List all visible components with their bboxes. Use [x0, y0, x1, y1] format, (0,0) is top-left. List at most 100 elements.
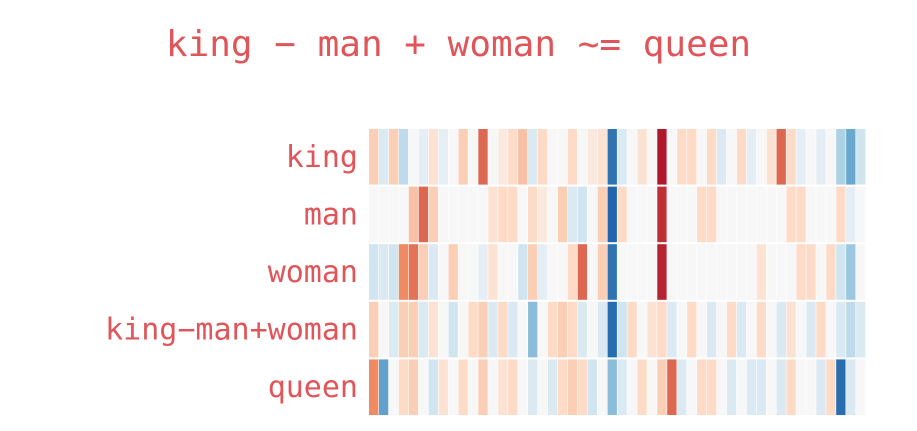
heatmap-cell — [498, 244, 508, 300]
heatmap-cell — [468, 244, 478, 300]
heatmap-cell — [637, 301, 647, 358]
heatmap-cell — [637, 244, 647, 300]
heatmap-cell — [398, 186, 409, 243]
heatmap-cell — [766, 186, 776, 243]
heatmap-cell — [697, 129, 707, 185]
heatmap-cell — [577, 301, 588, 358]
heatmap-cell — [846, 244, 856, 300]
heatmap-cell — [766, 129, 776, 185]
heatmap-cell — [557, 186, 568, 243]
heatmap-cell — [478, 186, 488, 243]
heatmap-cell — [647, 301, 657, 358]
heatmap-cell — [786, 359, 796, 415]
heatmap-cell — [816, 186, 826, 243]
heatmap-cell — [378, 244, 389, 300]
heatmap-cell — [488, 244, 498, 300]
heatmap-cell — [647, 129, 657, 185]
heatmap-cell — [498, 186, 508, 243]
heatmap-cell — [577, 186, 588, 243]
heatmap-cell — [836, 129, 846, 185]
heatmap-cell — [478, 359, 488, 415]
heatmap-cell — [488, 129, 498, 185]
heatmap-cell — [657, 186, 667, 243]
heatmap-cell — [378, 359, 389, 415]
heatmap-cell — [647, 186, 657, 243]
heatmap-cell — [567, 244, 578, 300]
heatmap-cell — [528, 244, 538, 300]
heatmap-cell — [587, 301, 598, 358]
heatmap-cell — [408, 186, 419, 243]
heatmap-cell — [697, 186, 707, 243]
heatmap-cell — [448, 129, 458, 185]
heatmap-cell — [846, 301, 856, 358]
row-label-3: king−man+woman — [105, 313, 358, 348]
heatmap-cell — [458, 244, 468, 300]
heatmap-cell — [378, 301, 389, 358]
heatmap-cell — [458, 301, 468, 358]
row-label-2: woman — [268, 255, 358, 290]
heatmap-cell — [577, 129, 588, 185]
heatmap-cell — [458, 186, 468, 243]
heatmap-cell — [617, 129, 627, 185]
heatmap-cell — [856, 244, 866, 300]
heatmap-cell — [508, 301, 518, 358]
heatmap-cell — [846, 129, 856, 185]
heatmap-cell — [756, 129, 766, 185]
heatmap-cell — [518, 359, 528, 415]
heatmap-cell — [786, 186, 796, 243]
heatmap-cell — [408, 244, 419, 300]
heatmap-cell — [776, 301, 786, 358]
heatmap-cell — [528, 359, 538, 415]
heatmap-cell — [766, 301, 776, 358]
heatmap-cell — [408, 301, 419, 358]
heatmap-cell — [607, 359, 617, 415]
heatmap-cell — [687, 301, 697, 358]
heatmap-cell — [498, 129, 508, 185]
heatmap-cell — [458, 129, 468, 185]
heatmap-cell — [627, 129, 637, 185]
heatmap-cell — [846, 186, 856, 243]
heatmap-cell — [746, 186, 757, 243]
heatmap-cell — [637, 359, 647, 415]
heatmap-cell — [428, 301, 438, 358]
heatmap-cell — [547, 244, 558, 300]
heatmap-cell — [726, 244, 737, 300]
heatmap-cell — [746, 244, 757, 300]
heatmap-cell — [617, 359, 627, 415]
heatmap-cell — [537, 244, 548, 300]
heatmap-cell — [826, 186, 836, 243]
heatmap-cell — [388, 129, 399, 185]
heatmap-cell — [687, 359, 697, 415]
heatmap-cell — [607, 186, 617, 243]
heatmap-cell — [816, 244, 826, 300]
heatmap-cell — [577, 244, 588, 300]
heatmap-cell — [736, 129, 747, 185]
heatmap-cell — [547, 186, 558, 243]
heatmap-cell — [508, 359, 518, 415]
heatmap-cell — [528, 301, 538, 358]
heatmap-cell — [577, 359, 588, 415]
heatmap-cell — [557, 359, 568, 415]
heatmap-cell — [388, 186, 399, 243]
heatmap-cell — [607, 301, 617, 358]
heatmap-cell — [557, 244, 568, 300]
heatmap-cell — [627, 301, 637, 358]
heatmap-cell — [547, 359, 558, 415]
heatmap-cell — [647, 244, 657, 300]
heatmap-cell — [428, 359, 438, 415]
heatmap-cell — [627, 244, 637, 300]
heatmap-cell — [716, 244, 727, 300]
heatmap-cell — [468, 359, 478, 415]
heatmap-cell — [637, 186, 647, 243]
heatmap-cell — [726, 129, 737, 185]
heatmap-cell — [756, 301, 766, 358]
heatmap-cell — [796, 129, 806, 185]
heatmap-cell — [617, 186, 627, 243]
heatmap-cell — [448, 244, 458, 300]
heatmap-cell — [776, 359, 786, 415]
heatmap-cell — [547, 301, 558, 358]
heatmap-cell — [398, 359, 409, 415]
heatmap-cell — [657, 301, 667, 358]
heatmap-cell — [438, 301, 448, 358]
heatmap-cell — [796, 186, 806, 243]
